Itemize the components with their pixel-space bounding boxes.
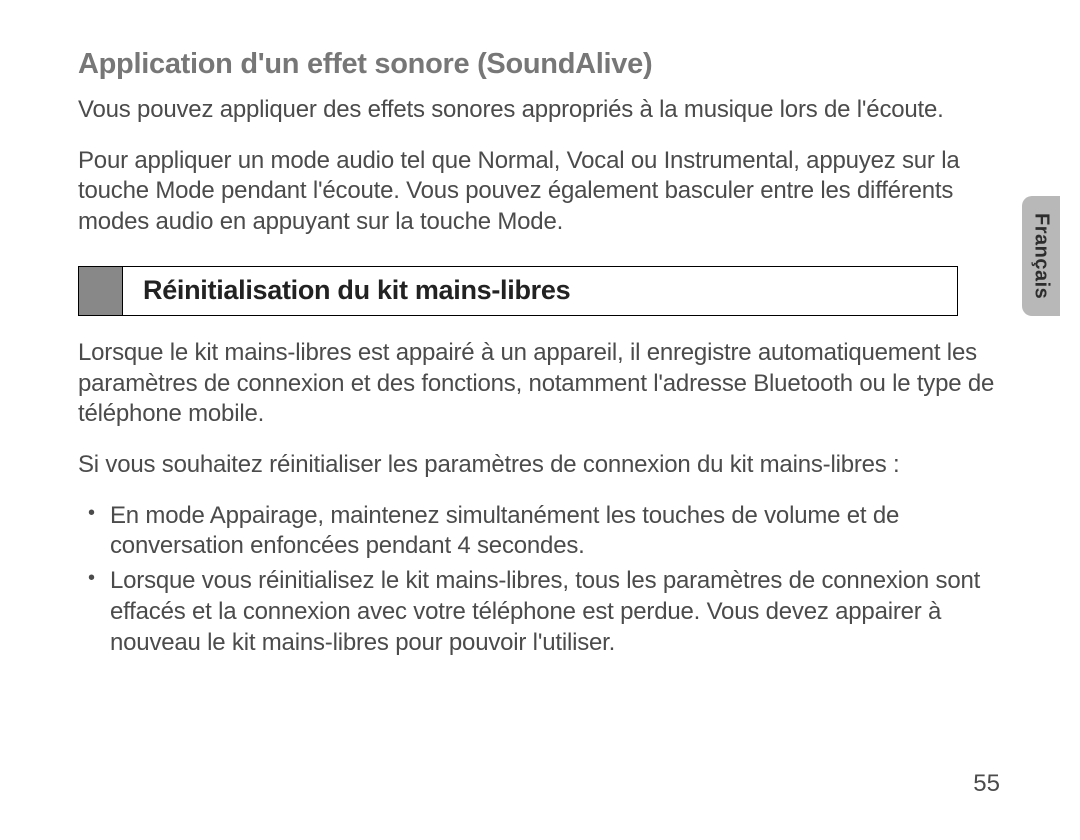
section2-para1: Lorsque le kit mains-libres est appairé …: [78, 338, 1002, 430]
list-item: En mode Appairage, maintenez simultanéme…: [78, 501, 1002, 562]
section2-para2: Si vous souhaitez réinitialiser les para…: [78, 450, 1002, 481]
page-number: 55: [973, 770, 1000, 798]
language-tab: Français: [1022, 196, 1060, 316]
section2-bullet-list: En mode Appairage, maintenez simultanéme…: [78, 501, 1002, 659]
section2-heading: Réinitialisation du kit mains-libres: [123, 267, 957, 315]
section1-heading: Application d'un effet sonore (SoundAliv…: [78, 48, 1002, 81]
section2-accent-block: [79, 267, 123, 315]
section1-para2: Pour appliquer un mode audio tel que Nor…: [78, 146, 1002, 238]
list-item: Lorsque vous réinitialisez le kit mains-…: [78, 566, 1002, 658]
section2-title-bar: Réinitialisation du kit mains-libres: [78, 266, 958, 316]
manual-page: Application d'un effet sonore (SoundAliv…: [0, 0, 1080, 840]
section1-para1: Vous pouvez appliquer des effets sonores…: [78, 95, 1002, 126]
language-tab-label: Français: [1030, 213, 1053, 299]
